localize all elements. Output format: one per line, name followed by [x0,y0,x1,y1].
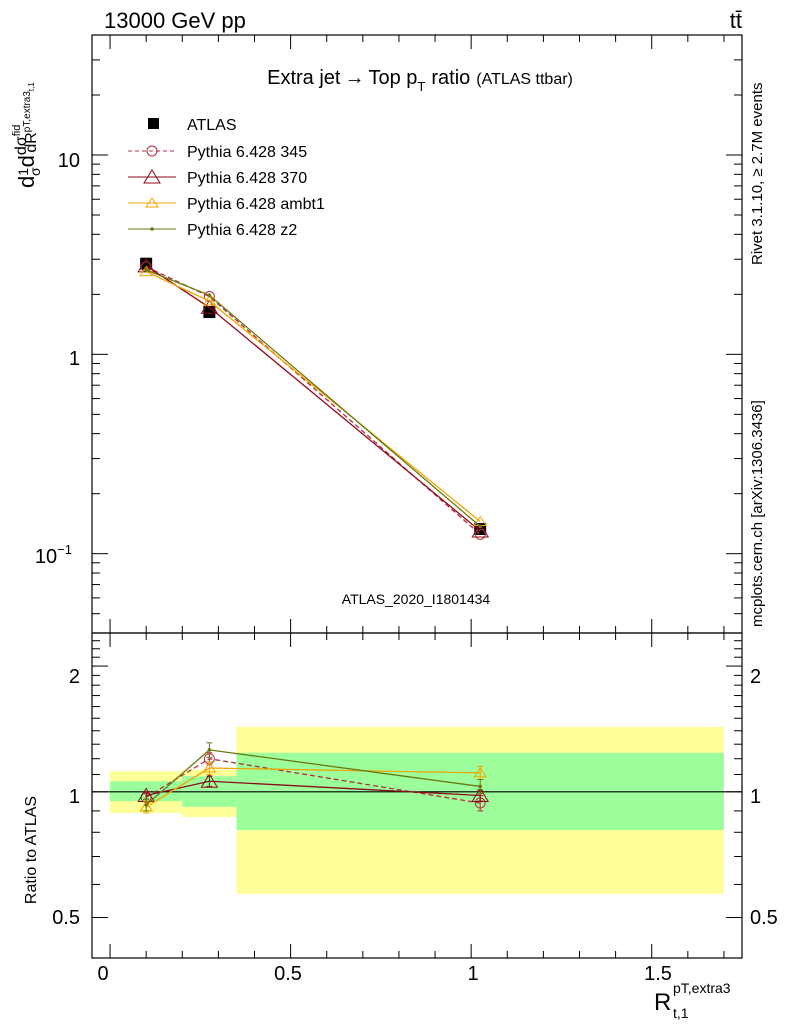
data-point-z2 [207,293,212,298]
ylabel-one: 1 [15,168,31,176]
ratio-plot-frame [91,632,743,959]
ratio-point-370 [471,787,490,802]
legend-label-370: Pythia 6.428 370 [187,170,307,187]
header-right: tt̄ [730,8,742,33]
title-part-main: Extra jet [267,67,341,89]
ratio-y-tick-label-right-2: 2 [750,666,761,688]
y-tick-label-0.1: 10−1 [35,542,72,568]
ratio-y-tick-label-0.5: 0.5 [52,907,80,929]
x-tick-label-0: 0 [97,963,108,985]
legend-marker-370 [143,169,161,184]
y-tick-label-0.1-exp: −1 [57,542,72,557]
data-point-atlas [140,257,153,270]
data-point-370 [200,299,219,314]
series-line-345 [145,266,481,535]
ylabel-dsigma: dσ [13,136,30,155]
xlabel-sup: pT,extra3 [673,980,731,996]
title-part-note: (ATLAS ttbar) [476,71,573,88]
y-tick-label-0.1-base: 10 [35,546,57,568]
legend-label-345: Pythia 6.428 345 [187,144,307,161]
ylabel-fid: fid [11,125,23,137]
title-part-arrow: → [344,67,364,89]
data-point-345 [474,528,486,540]
ratio-point-370 [200,773,219,788]
data-point-z2 [144,268,148,272]
legend-marker-z2 [150,227,154,231]
x-tick-label-1: 1 [467,963,478,985]
legend-entry-ambt1: Pythia 6.428 ambt1 [128,196,325,213]
ratio-point-z2 [478,784,482,789]
legend-marker-ambt1 [145,197,159,208]
title-part-top: Top p [368,67,417,89]
legend-label-z2: Pythia 6.428 z2 [187,222,297,239]
svg-text:d1σddσfiddRpT,extra3t,1: d1σddσfiddRpT,extra3t,1 [11,82,43,188]
legend-label-ambt1: Pythia 6.428 ambt1 [187,196,325,213]
ratio-ylabel: Ratio to ATLAS [23,796,40,904]
legend-entry-345: Pythia 6.428 345 [128,144,307,161]
ylabel-d1: d [14,176,39,188]
ylabel-sub: pT,extra3 [22,91,33,133]
side-label-top: Rivet 3.1.10, ≥ 2.7M events [749,83,766,266]
title-part-ratio: ratio [431,67,470,89]
legend: ATLAS Pythia 6.428 345 Pythia 6.428 370 … [128,117,325,239]
ratio-point-ambt1 [473,766,488,778]
data-point-z2 [478,524,482,529]
main-plot-series [137,257,490,540]
ratio-y-tick-label-2: 2 [69,666,80,688]
ylabel-subsub: t,1 [27,82,36,91]
ylabel-sigma: σ [27,167,43,176]
data-point-ambt1 [202,295,217,306]
legend-entry-370: Pythia 6.428 370 [128,169,307,187]
header-left: 13000 GeV pp [104,8,246,33]
ylabel-dr: dR [23,132,40,152]
uncertainty-bands [110,726,724,894]
main-plot-title: Extra jet → Top pT ratio (ATLAS ttbar) [267,67,573,94]
legend-entry-z2: Pythia 6.428 z2 [128,222,297,239]
data-point-370 [471,523,490,538]
xlabel-R: R [654,989,671,1016]
series-line-370 [145,265,481,532]
ratio-y-tick-label-right-1: 1 [750,786,761,808]
series-line-z2 [145,269,481,527]
x-tick-label-1.5: 1.5 [644,963,672,985]
x-axis-label: R pT,extra3 t,1 [654,980,731,1021]
side-label-bottom: mcplots.cern.ch [arXiv:1306.3436] [749,400,766,627]
ratio-point-z2 [207,748,212,752]
ylabel-d2: d [14,155,39,167]
y-tick-label-10: 10 [58,150,80,172]
main-plot-ylabel: d1σddσfiddRpT,extra3t,1 [11,82,43,188]
legend-entry-atlas: ATLAS [148,117,237,134]
title-part-sub: T [417,79,425,94]
xlabel-sub: t,1 [673,1005,689,1021]
series-line-ambt1 [145,271,481,523]
ratio-plot-series [137,742,490,814]
ratio-point-z2 [144,803,148,807]
y-tick-label-1: 1 [69,348,80,370]
legend-marker-345 [146,145,158,157]
ratio-point-ambt1 [202,762,217,773]
ratio-y-tick-label-right-0.5: 0.5 [750,907,778,929]
x-tick-label-0.5: 0.5 [274,963,302,985]
legend-label-atlas: ATLAS [187,117,237,134]
ratio-y-tick-label-1: 1 [69,786,80,808]
watermark: ATLAS_2020_I1801434 [342,591,491,607]
legend-marker-atlas [148,118,159,129]
